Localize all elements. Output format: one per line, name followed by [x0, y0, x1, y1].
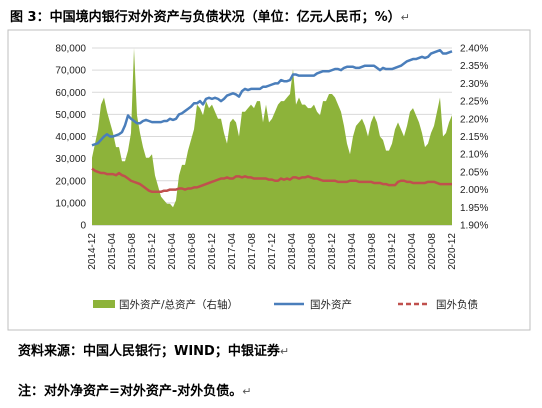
x-tick-label: 2014-12 [87, 233, 98, 270]
x-tick-label: 2020-12 [447, 233, 458, 270]
left-tick-label: 40,000 [55, 132, 86, 143]
right-tick-label: 2.35% [460, 61, 488, 72]
right-tick-label: 1.90% [460, 221, 488, 232]
legend-label-area: 国外资产/总资产（右轴） [119, 298, 238, 311]
chart: 0 10,000 20,000 30,000 40,000 50,000 60,000 70,… [7, 29, 531, 331]
left-tick-label: 30,000 [55, 154, 86, 165]
right-tick-label: 2.40% [460, 44, 488, 55]
right-tick-label: 2.30% [460, 79, 488, 90]
x-axis: 2014-12 2015-04 2015-08 2015-12 2016-04 2016-… [87, 233, 458, 270]
left-axis: 0 10,000 20,000 30,000 40,000 50,000 60,000 70,… [55, 44, 86, 232]
x-tick-label: 2020-08 [427, 233, 438, 270]
formula-note: 注：对外净资产=对外资产-对外负债。↵ [18, 384, 252, 399]
x-tick-label: 2016-12 [207, 233, 218, 270]
left-tick-label: 20,000 [55, 176, 86, 187]
x-tick-label: 2019-08 [367, 233, 378, 270]
x-tick-label: 2018-12 [327, 233, 338, 270]
legend-swatch-area [93, 300, 115, 308]
figure-caption: 图 3：中国境内银行对外资产与负债状况（单位：亿元人民币；%）↵ [10, 10, 410, 25]
x-tick-label: 2019-04 [347, 233, 358, 270]
x-tick-label: 2018-04 [287, 233, 298, 270]
line-series-liabilities [91, 167, 452, 194]
x-tick-label: 2017-08 [247, 233, 258, 270]
right-axis: 1.90% 1.95% 2.00% 2.05% 2.10% 2.15% 2.20% 2.25%… [460, 44, 488, 232]
right-tick-label: 2.20% [460, 114, 488, 125]
legend: 国外资产/总资产（右轴） 国外资产 国外负债 [93, 298, 478, 311]
line-series-assets [91, 48, 453, 147]
line-series-layer [91, 48, 453, 194]
left-tick-label: 10,000 [55, 198, 86, 209]
left-tick-label: 80,000 [55, 44, 86, 55]
left-tick-label: 50,000 [55, 110, 86, 121]
x-tick-label: 2015-12 [147, 233, 158, 270]
right-tick-label: 2.05% [460, 167, 488, 178]
legend-label-assets: 国外资产 [310, 298, 352, 311]
x-tick-label: 2019-12 [387, 233, 398, 270]
x-tick-label: 2017-04 [227, 233, 238, 270]
left-tick-label: 60,000 [55, 88, 86, 99]
x-tick-label: 2016-08 [187, 233, 198, 270]
right-tick-label: 2.15% [460, 132, 488, 143]
source-note: 资料来源：中国人民银行；WIND；中银证券↵ [18, 344, 290, 359]
legend-label-liabilities: 国外负债 [436, 298, 478, 311]
x-tick-label: 2018-08 [307, 233, 318, 270]
x-tick-label: 2020-04 [407, 233, 418, 270]
right-tick-label: 2.10% [460, 150, 488, 161]
x-tick-label: 2017-12 [267, 233, 278, 270]
x-tick-label: 2015-08 [127, 233, 138, 270]
right-tick-label: 2.25% [460, 97, 488, 108]
x-tick-label: 2016-04 [167, 233, 178, 270]
x-tick-label: 2015-04 [107, 233, 118, 270]
right-tick-label: 2.00% [460, 185, 488, 196]
chart-border [7, 29, 531, 331]
right-tick-label: 1.95% [460, 203, 488, 214]
left-tick-label: 0 [80, 221, 86, 232]
left-tick-label: 70,000 [55, 66, 86, 77]
